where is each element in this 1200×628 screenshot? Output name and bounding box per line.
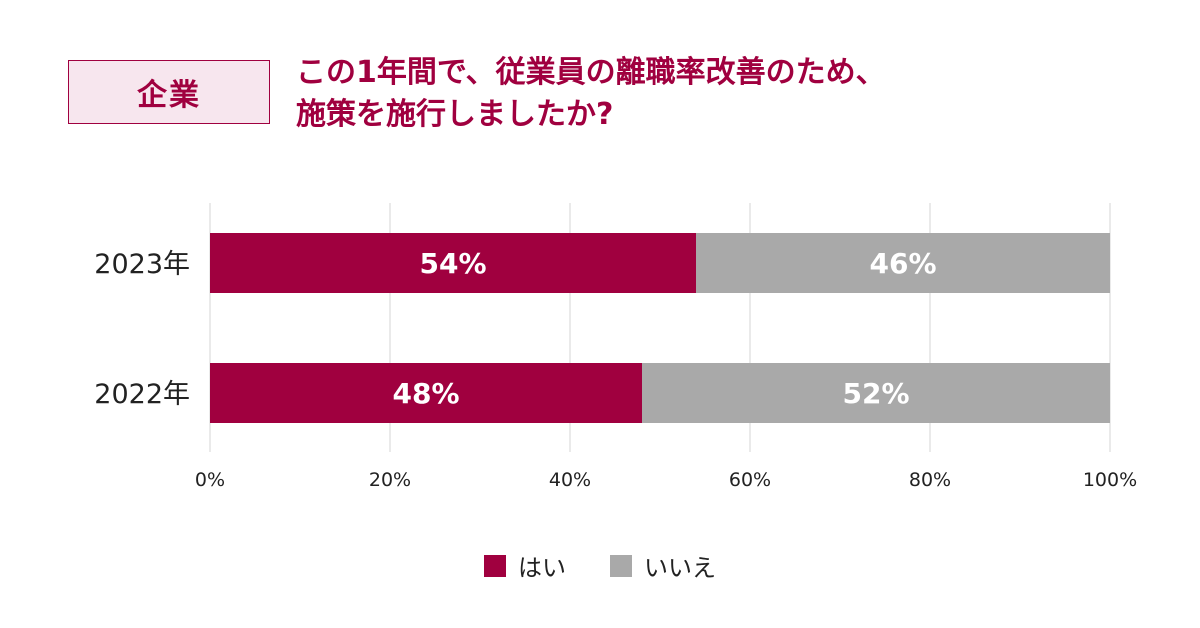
legend-label-yes: はい [518, 554, 566, 582]
category-badge: 企業 [68, 60, 270, 124]
title-line-2: 施策を施行しましたか? [296, 97, 614, 132]
x-tick-label: 20% [369, 469, 411, 491]
bar-segment [210, 363, 642, 423]
chart-legend: はい いいえ [0, 548, 1200, 583]
chart-title: この1年間で、従業員の離職率改善のため、 施策を施行しましたか? [296, 52, 1176, 136]
legend-label-no: いいえ [644, 554, 716, 582]
bar-segment [696, 233, 1110, 293]
x-tick-label: 60% [729, 469, 771, 491]
legend-item-yes: はい [484, 548, 566, 583]
bar-data-label: 48% [392, 377, 459, 410]
legend-swatch-yes [484, 554, 506, 577]
bar-segment [642, 363, 1110, 423]
x-tick-label: 80% [909, 469, 951, 491]
x-tick-label: 40% [549, 469, 591, 491]
legend-item-no: いいえ [610, 548, 716, 583]
bar-data-label: 46% [869, 247, 936, 280]
x-tick-label: 100% [1083, 469, 1137, 491]
title-line-1: この1年間で、従業員の離職率改善のため、 [296, 55, 886, 90]
bar-data-label: 52% [842, 377, 909, 410]
x-tick-label: 0% [195, 469, 225, 491]
y-category-label: 2022年 [94, 379, 190, 410]
bar-data-label: 54% [419, 247, 486, 280]
y-category-label: 2023年 [94, 249, 190, 280]
bar-segment [210, 233, 696, 293]
legend-swatch-no [610, 554, 632, 577]
